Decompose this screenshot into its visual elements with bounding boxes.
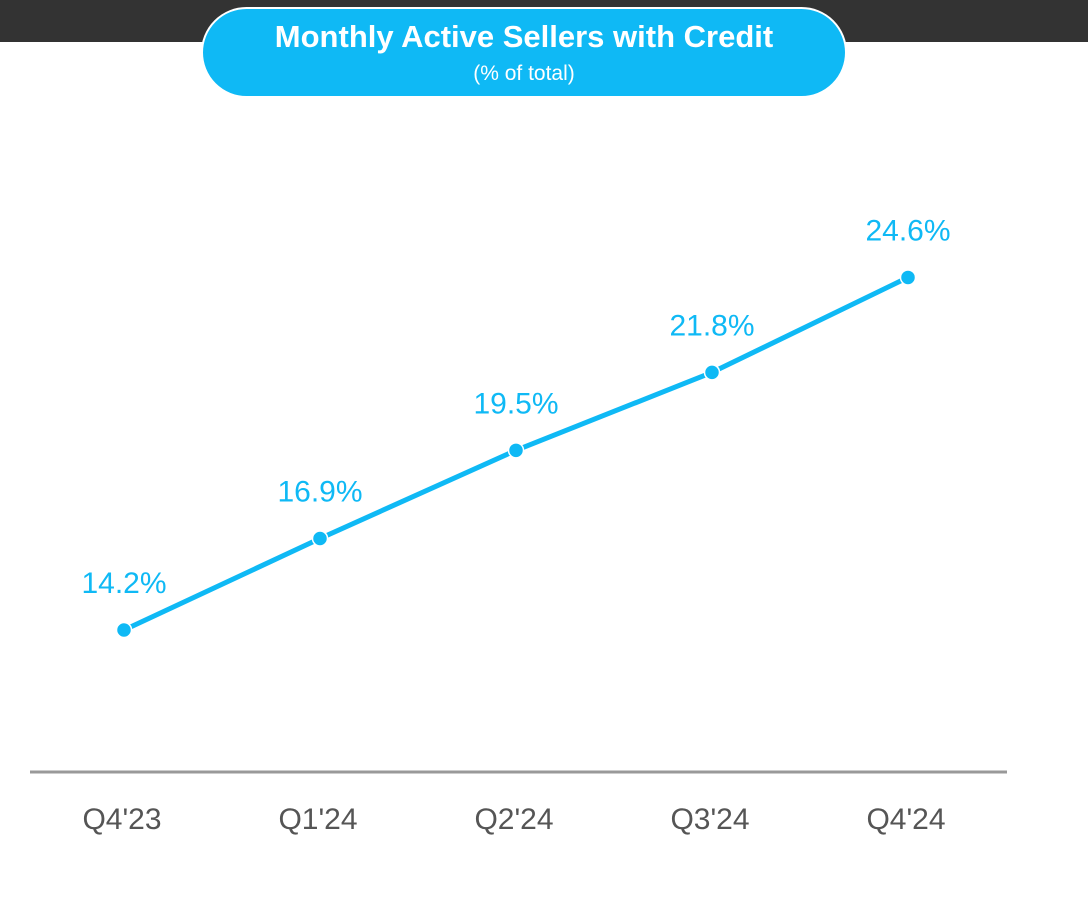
x-tick-label: Q4'23: [82, 803, 161, 836]
x-tick-labels: Q4'23 Q1'24 Q2'24 Q3'24 Q4'24: [82, 803, 945, 836]
data-label: 19.5%: [473, 387, 558, 420]
x-tick-label: Q4'24: [866, 803, 945, 836]
series-layer: 14.2% 16.9% 19.5% 21.8% 24.6%: [81, 214, 951, 639]
data-point: [703, 364, 721, 381]
chart-title: Monthly Active Sellers with Credit: [274, 19, 774, 54]
x-tick-label: Q3'24: [670, 803, 749, 836]
data-point: [507, 442, 525, 459]
chart-title-banner: Monthly Active Sellers with Credit (% of…: [201, 7, 847, 98]
data-label: 21.8%: [669, 309, 754, 342]
data-point: [899, 269, 917, 286]
data-label: 14.2%: [81, 567, 166, 600]
data-point: [115, 621, 133, 639]
chart-subtitle: (% of total): [473, 62, 575, 85]
data-point: [311, 530, 329, 547]
data-label: 24.6%: [865, 214, 950, 247]
x-tick-label: Q2'24: [474, 803, 553, 836]
x-tick-label: Q1'24: [278, 803, 357, 836]
data-label: 16.9%: [277, 475, 362, 508]
